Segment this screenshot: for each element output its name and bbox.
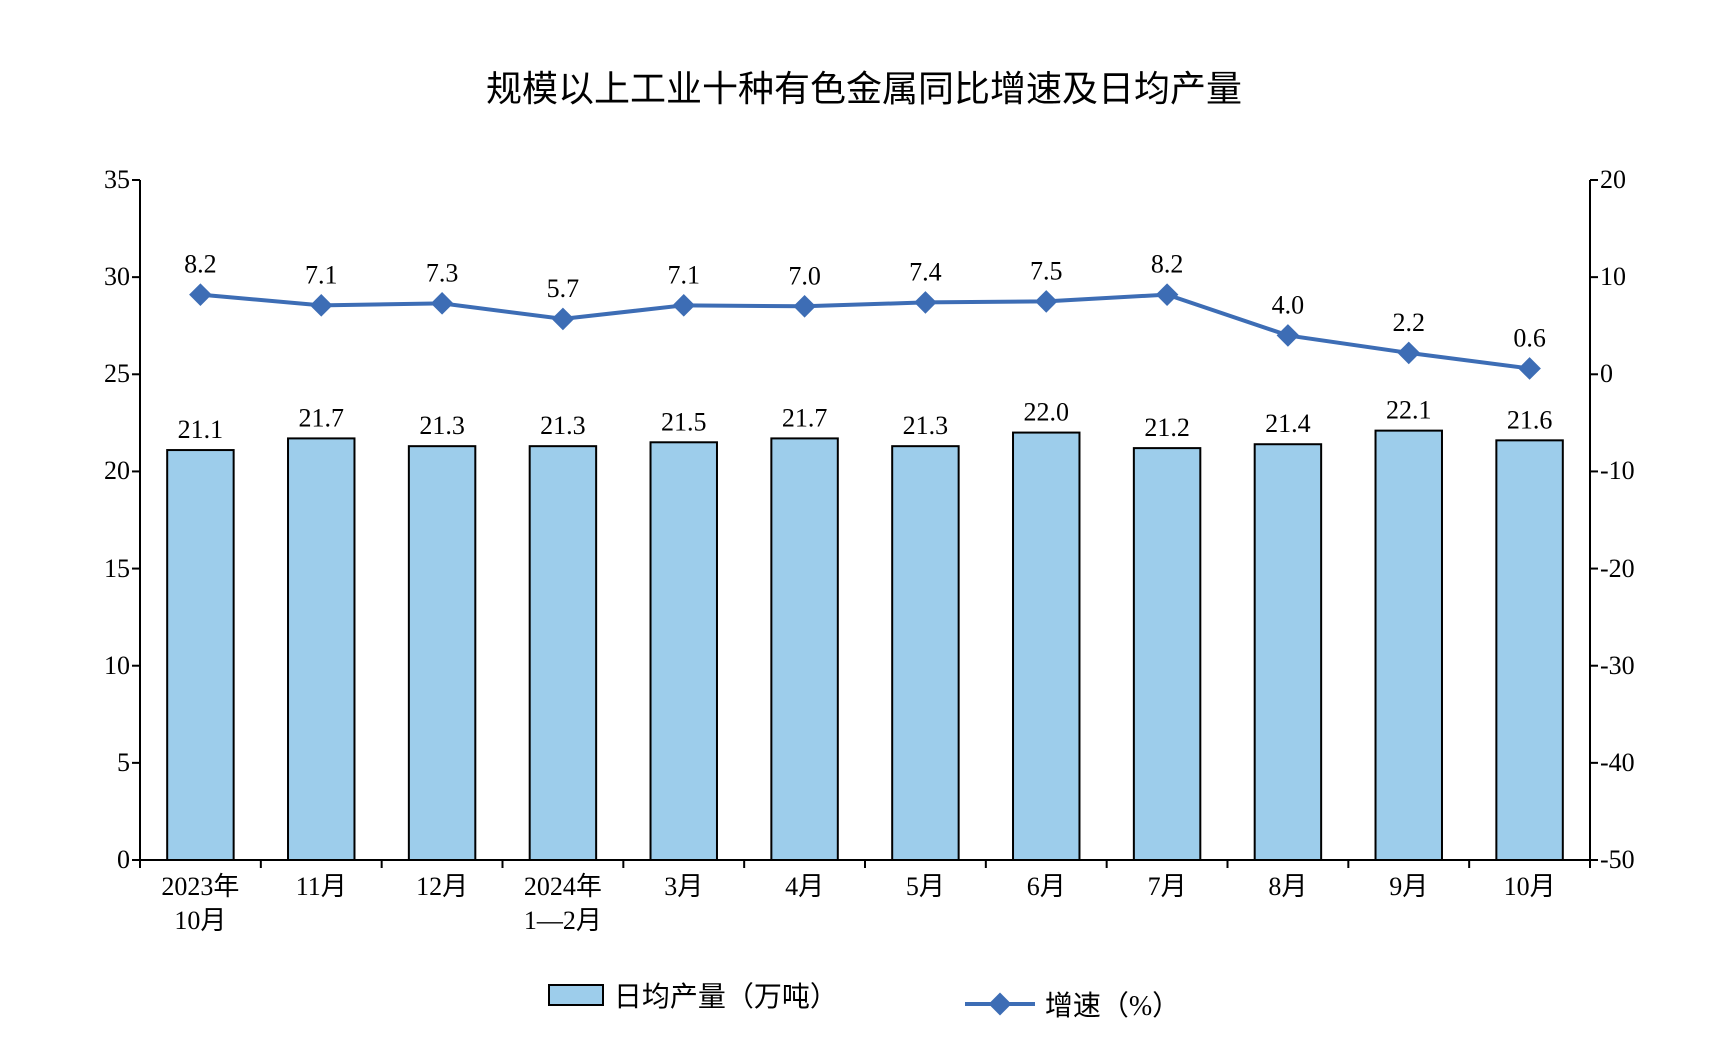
bar-value-label: 21.7 — [782, 403, 828, 432]
x-tick-label: 8月 — [1227, 870, 1348, 904]
x-tick-label: 2024年 1—2月 — [502, 870, 623, 938]
plot-svg: 21.1 21.7 21.3 21.3 21.5 21.7 21.3 22.0 21.2 21.4… — [140, 180, 1590, 860]
bar — [1134, 448, 1200, 860]
line-marker — [674, 295, 694, 315]
bar-value-label: 22.0 — [1024, 398, 1070, 427]
bar — [167, 450, 233, 860]
bar — [1013, 433, 1079, 860]
chart-title: 规模以上工业十种有色金属同比增速及日均产量 — [0, 60, 1728, 112]
legend-swatch-line — [965, 994, 1035, 1014]
x-tick-label: 11月 — [261, 870, 382, 904]
plot-area: 21.1 21.7 21.3 21.3 21.5 21.7 21.3 22.0 21.2 21.4… — [140, 180, 1590, 860]
bar-value-label: 21.7 — [299, 403, 345, 432]
x-tick-label: 5月 — [865, 870, 986, 904]
bar-value-label: 21.5 — [661, 407, 707, 436]
y-right-tick-label: 0 — [1600, 359, 1720, 389]
bar-value-label: 21.3 — [419, 411, 465, 440]
y-left-tick-label: 15 — [0, 554, 130, 584]
line-marker — [1036, 292, 1056, 312]
line-marker — [916, 293, 936, 313]
y-left-tick-label: 5 — [0, 748, 130, 778]
growth-line — [200, 295, 1529, 369]
y-left-tick-label: 10 — [0, 651, 130, 681]
line-value-label: 7.1 — [668, 260, 701, 289]
legend-item-line: 增速（%） — [965, 984, 1180, 1024]
bar-value-label: 21.6 — [1507, 405, 1553, 434]
x-tick-label: 7月 — [1107, 870, 1228, 904]
line-value-label: 2.2 — [1393, 308, 1426, 337]
x-tick-label: 3月 — [623, 870, 744, 904]
y-left-tick-label: 20 — [0, 456, 130, 486]
line-marker — [311, 295, 331, 315]
legend: 日均产量（万吨） 增速（%） — [0, 975, 1728, 1024]
y-right-tick-label: -50 — [1600, 845, 1720, 875]
y-right-tick-label: 20 — [1600, 165, 1720, 195]
chart-container: 规模以上工业十种有色金属同比增速及日均产量 0 5 10 15 20 25 30 35 -50… — [0, 0, 1728, 1062]
bar — [1376, 431, 1442, 860]
x-tick-label: 10月 — [1469, 870, 1590, 904]
line-value-label: 0.6 — [1513, 323, 1546, 352]
legend-item-bars: 日均产量（万吨） — [548, 975, 838, 1015]
y-left-tick-label: 25 — [0, 359, 130, 389]
bar — [771, 438, 837, 860]
bar — [1255, 444, 1321, 860]
y-right-tick-label: -30 — [1600, 651, 1720, 681]
bar-value-label: 21.2 — [1144, 413, 1190, 442]
legend-swatch-bar — [548, 984, 604, 1006]
y-left-axis-labels: 05101520253035 — [0, 180, 130, 860]
bar-value-label: 21.4 — [1265, 409, 1311, 438]
line-marker — [191, 285, 211, 305]
line-value-label: 8.2 — [1151, 250, 1184, 279]
bar — [409, 446, 475, 860]
line-marker — [432, 293, 452, 313]
y-right-tick-label: 10 — [1600, 262, 1720, 292]
line-marker — [1278, 326, 1298, 346]
x-tick-label: 12月 — [382, 870, 503, 904]
bar-value-label: 21.3 — [540, 411, 586, 440]
bar — [530, 446, 596, 860]
bar — [288, 438, 354, 860]
line-marker — [795, 296, 815, 316]
y-right-tick-label: -10 — [1600, 456, 1720, 486]
line-marker — [553, 309, 573, 329]
y-right-tick-label: -20 — [1600, 554, 1720, 584]
line-value-label: 7.5 — [1030, 256, 1063, 285]
bar — [1496, 440, 1562, 860]
line-marker — [1520, 359, 1540, 379]
legend-label-bars: 日均产量（万吨） — [614, 975, 838, 1015]
bar-value-label: 22.1 — [1386, 396, 1432, 425]
line-value-label: 7.4 — [909, 257, 942, 286]
bar — [651, 442, 717, 860]
line-value-label: 5.7 — [547, 274, 580, 303]
y-right-tick-label: -40 — [1600, 748, 1720, 778]
x-tick-label: 4月 — [744, 870, 865, 904]
line-marker — [1157, 285, 1177, 305]
x-tick-label: 6月 — [986, 870, 1107, 904]
line-value-label: 7.0 — [788, 261, 821, 290]
line-value-label: 4.0 — [1272, 290, 1305, 319]
bar-value-label: 21.3 — [903, 411, 949, 440]
y-right-axis-labels: -50-40-30-20-1001020 — [1600, 180, 1720, 860]
bar-value-label: 21.1 — [178, 415, 224, 444]
line-marker — [1399, 343, 1419, 363]
x-axis-labels: 2023年 10月11月12月2024年 1—2月3月4月5月6月7月8月9月1… — [140, 870, 1590, 960]
legend-label-line: 增速（%） — [1045, 984, 1180, 1024]
line-value-label: 7.1 — [305, 260, 338, 289]
y-left-tick-label: 30 — [0, 262, 130, 292]
y-left-tick-label: 35 — [0, 165, 130, 195]
x-tick-label: 2023年 10月 — [140, 870, 261, 938]
line-value-label: 7.3 — [426, 258, 459, 287]
bar — [892, 446, 958, 860]
x-tick-label: 9月 — [1348, 870, 1469, 904]
line-value-label: 8.2 — [184, 250, 217, 279]
y-left-tick-label: 0 — [0, 845, 130, 875]
